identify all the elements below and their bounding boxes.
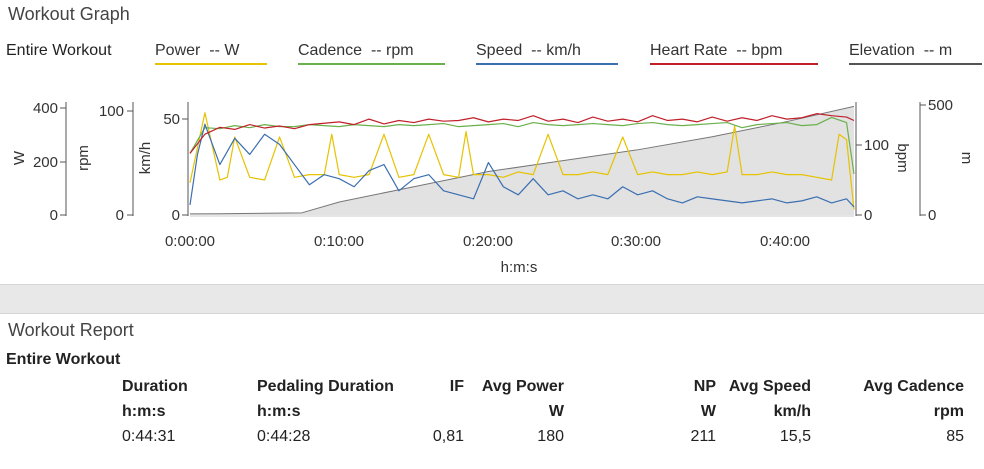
heart-rate-axis-unit: bpm [894, 143, 911, 172]
power-tick-400: 400 [33, 100, 58, 117]
report-unit-avg-power: W [548, 403, 564, 420]
report-unit-duration: h:m:s [122, 403, 166, 420]
report-header-if: IF [449, 378, 464, 395]
elevation-area [190, 106, 854, 215]
elevation-axis: 500 0 m [919, 97, 975, 224]
elevation-tick-0: 0 [928, 207, 936, 224]
speed-series-line [189, 123, 855, 208]
graph-legend: Entire Workout Power -- W Cadence -- rpm… [0, 42, 984, 68]
heart-rate-series-line [189, 113, 855, 154]
report-value-avg-cadence: 85 [946, 428, 964, 445]
workout-graph-title: Workout Graph [8, 4, 130, 24]
legend-cadence-label: Cadence -- rpm [298, 42, 414, 59]
power-tick-200: 200 [33, 154, 58, 171]
power-tick-0: 0 [50, 207, 58, 224]
legend-power-label: Power -- W [155, 42, 240, 59]
time-axis-label: h:m:s [501, 259, 538, 276]
cadence-axis-unit: rpm [75, 145, 92, 171]
panel-splitter[interactable] [0, 284, 984, 314]
report-value-pedaling-duration: 0:44:28 [257, 428, 311, 445]
report-header-np: NP [693, 378, 716, 395]
legend-elevation[interactable]: Elevation -- m [849, 42, 982, 65]
cadence-axis: 100 0 rpm [75, 102, 134, 224]
heart-rate-tick-100: 100 [864, 137, 889, 154]
power-axis-unit: W [11, 150, 28, 165]
speed-axis-unit: km/h [137, 142, 154, 175]
heart-rate-tick-0: 0 [864, 207, 872, 224]
elevation-series-line [189, 105, 855, 215]
report-unit-avg-speed: km/h [773, 403, 811, 420]
report-value-if: 0,81 [432, 428, 464, 445]
report-header-avg-speed: Avg Speed [728, 378, 811, 395]
report-scope-label: Entire Workout [6, 351, 121, 368]
plot-area[interactable] [189, 105, 855, 215]
report-header-avg-power: Avg Power [481, 378, 564, 395]
legend-heart-rate-label: Heart Rate -- bpm [650, 42, 783, 59]
time-tick-30: 0:30:00 [611, 233, 661, 250]
cadence-tick-100: 100 [99, 103, 124, 120]
report-header-pedaling-duration: Pedaling Duration [257, 378, 394, 395]
legend-elevation-label: Elevation -- m [849, 42, 953, 59]
cadence-series-line [189, 116, 855, 174]
elevation-tick-500: 500 [928, 97, 953, 114]
report-unit-pedaling-duration: h:m:s [257, 403, 301, 420]
legend-cadence[interactable]: Cadence -- rpm [298, 42, 445, 65]
elevation-axis-unit: m [958, 152, 975, 165]
time-axis: 0:00:00 0:10:00 0:20:00 0:30:00 0:40:00 … [165, 215, 854, 276]
speed-tick-0: 0 [172, 207, 180, 224]
legend-power[interactable]: Power -- W [155, 42, 267, 65]
report-value-avg-speed: 15,5 [779, 428, 811, 445]
speed-tick-50: 50 [163, 111, 180, 128]
time-tick-0: 0:00:00 [165, 233, 215, 250]
workout-report-title: Workout Report [8, 320, 134, 340]
time-tick-20: 0:20:00 [463, 233, 513, 250]
speed-axis: 50 0 km/h [137, 102, 189, 224]
workout-graph-chart[interactable]: 400 200 0 W 100 0 rpm 50 0 km/h 100 0 bp… [0, 80, 984, 280]
time-tick-40: 0:40:00 [760, 233, 810, 250]
legend-speed-label: Speed -- km/h [476, 42, 581, 59]
graph-scope-label[interactable]: Entire Workout [6, 42, 112, 59]
report-unit-np: W [700, 403, 716, 420]
report-header-avg-cadence: Avg Cadence [863, 378, 964, 395]
report-unit-avg-cadence: rpm [933, 403, 964, 420]
report-value-np: 211 [690, 428, 716, 445]
legend-speed[interactable]: Speed -- km/h [476, 42, 618, 65]
legend-heart-rate[interactable]: Heart Rate -- bpm [650, 42, 818, 65]
report-header-duration: Duration [122, 378, 188, 395]
power-axis: 400 200 0 W [11, 100, 67, 224]
heart-rate-axis: 100 0 bpm [855, 102, 911, 224]
report-value-avg-power: 180 [537, 428, 564, 445]
cadence-tick-0: 0 [116, 207, 124, 224]
time-tick-10: 0:10:00 [314, 233, 364, 250]
report-value-duration: 0:44:31 [122, 428, 176, 445]
power-series-line [189, 112, 855, 210]
